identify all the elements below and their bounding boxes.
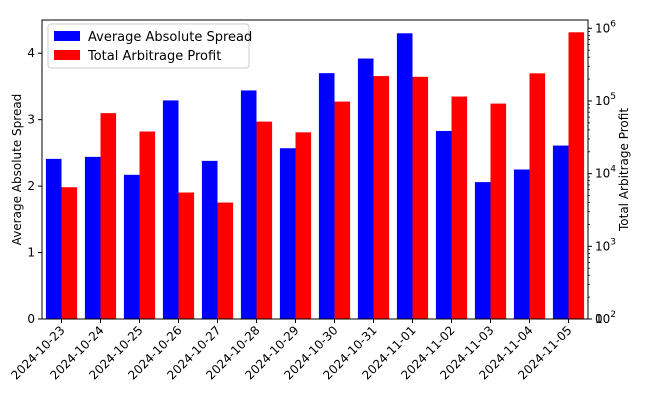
legend-box — [47, 23, 250, 69]
bar-spread-2024-11-01 — [396, 33, 413, 320]
y2-tick-label: 0 — [595, 312, 603, 326]
legend-swatch — [54, 31, 80, 41]
bar-spread-2024-10-30 — [318, 73, 335, 320]
y-tick-label: 3 — [27, 113, 35, 127]
legend-label: Total Arbitrage Profit — [87, 49, 221, 64]
y-axis-label: Average Absolute Spread — [10, 94, 24, 246]
bar-profit-2024-10-28 — [256, 121, 273, 319]
bar-spread-2024-11-05 — [552, 145, 569, 319]
bar-profit-2024-10-30 — [334, 101, 351, 319]
bar-spread-2024-10-28 — [240, 90, 257, 319]
bar-spread-2024-10-23 — [45, 158, 62, 319]
bar-profit-2024-11-05 — [568, 32, 585, 319]
y2-tick-label: 105 — [595, 92, 616, 108]
y2-axis-label: Total Arbitrage Profit — [617, 108, 631, 232]
bar-profit-2024-10-24 — [100, 113, 117, 319]
y-tick-label: 2 — [27, 179, 35, 193]
bar-spread-2024-10-25 — [123, 174, 140, 319]
bar-profit-2024-10-23 — [61, 187, 78, 319]
bar-profit-2024-11-02 — [451, 96, 468, 319]
bar-spread-2024-10-26 — [162, 100, 179, 319]
bar-spread-2024-11-04 — [513, 169, 530, 319]
y2-tick-label: 104 — [595, 165, 616, 181]
bar-profit-2024-10-26 — [178, 192, 195, 319]
legend-label: Average Absolute Spread — [88, 30, 252, 45]
bar-profit-2024-11-03 — [490, 103, 507, 319]
bar-profit-2024-11-04 — [529, 73, 546, 320]
bar-profit-2024-11-01 — [412, 76, 429, 320]
bar-spread-2024-11-03 — [474, 182, 491, 319]
y-tick-label: 0 — [27, 312, 35, 326]
y-tick-label: 1 — [27, 246, 35, 260]
bar-profit-2024-10-27 — [217, 202, 234, 319]
legend: Average Absolute Spread Total Arbitrage P… — [47, 23, 252, 69]
bar-spread-2024-10-24 — [84, 156, 101, 319]
plot-frame — [41, 19, 589, 320]
bar-profit-2024-10-31 — [373, 76, 390, 320]
bar-spread-2024-10-27 — [201, 160, 218, 319]
y2-tick-label: 102 — [595, 310, 616, 326]
bar-profit-2024-10-25 — [139, 131, 156, 319]
y2-tick-label: 103 — [595, 237, 616, 253]
bar-spread-2024-11-02 — [435, 130, 452, 319]
legend-swatch — [54, 50, 80, 60]
bar-profit-2024-10-29 — [295, 132, 312, 319]
bar-spread-2024-10-31 — [357, 58, 374, 319]
y2-tick-label: 106 — [595, 19, 616, 35]
y-tick-label: 4 — [27, 46, 35, 60]
bar-spread-2024-10-29 — [279, 148, 296, 319]
